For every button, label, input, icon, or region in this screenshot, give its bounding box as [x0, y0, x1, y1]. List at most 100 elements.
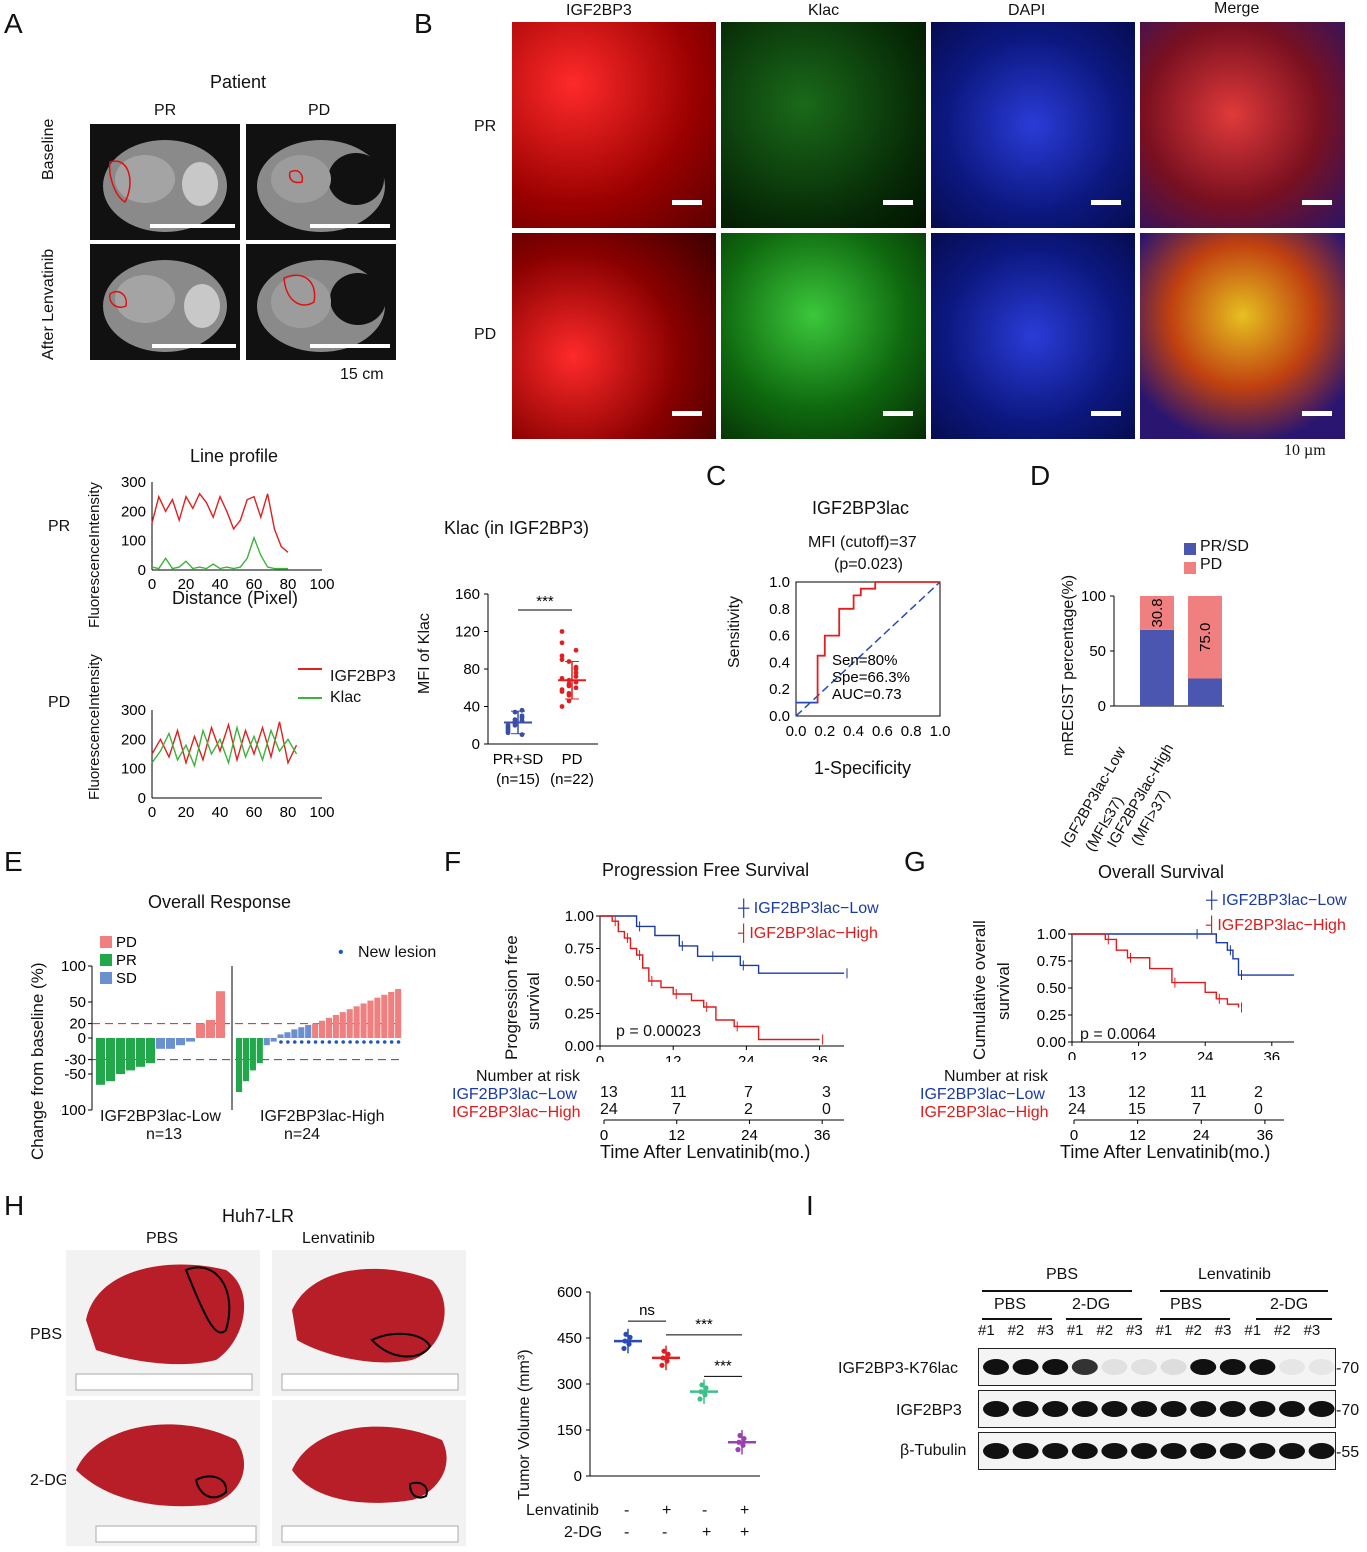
blot-band — [1279, 1401, 1305, 1417]
roc-chart: 0.00.0 0.2 0.2 0.4 0.4 0.6 0.6 0.8 0.8 1.0 1.0 Sen=… — [769, 574, 950, 740]
pfs-legend-low: ┼ IGF2BP3lac−Low — [738, 900, 879, 917]
blot-band — [1042, 1401, 1069, 1417]
blot-band — [1101, 1443, 1128, 1459]
x-tick-label: 80 — [280, 576, 297, 590]
data-point — [573, 666, 579, 672]
x-tick-label: 60 — [246, 576, 263, 590]
risk-tick-label: 0 — [1070, 1127, 1078, 1142]
response-bar — [360, 1003, 367, 1038]
blot-mw-1: -70 — [1336, 1360, 1360, 1377]
reference-diagonal — [795, 581, 941, 717]
response-bar — [395, 989, 402, 1038]
response-bar — [325, 1017, 333, 1038]
y-tick-label: 80 — [463, 661, 480, 678]
sign-dg-3: + — [702, 1524, 712, 1541]
panel-letter-e: E — [4, 846, 23, 877]
x-tick-label: 0 — [148, 804, 156, 818]
os-risk-low-2: 11 — [1190, 1084, 1207, 1101]
risk-tick-label: 12 — [1129, 1127, 1146, 1142]
panel-g-title: Overall Survival — [1098, 862, 1225, 882]
series-line-klac — [151, 724, 298, 768]
y-tick-label: 450 — [557, 1330, 582, 1347]
blot-top-pbs: PBS — [1046, 1266, 1079, 1283]
panel-h-ylabel: Tumor Volume (mm³) — [516, 1349, 533, 1500]
blot-band — [1012, 1443, 1039, 1459]
data-point — [559, 689, 565, 694]
blot-band — [983, 1401, 1009, 1417]
panel-e-grp-high: IGF2BP3lac-High — [260, 1108, 385, 1125]
x-tick-label: 0 — [1068, 1049, 1076, 1060]
pfs-xlabel: Time After Lenvatinib(mo.) — [600, 1142, 811, 1162]
response-bar — [263, 1038, 270, 1046]
x-tick-label: 0 — [148, 576, 156, 590]
panel-b-scale-label: 10 µm — [1284, 442, 1326, 459]
y-tick-label: 100 — [1081, 588, 1106, 605]
os-risk-high-0: 24 — [1068, 1101, 1086, 1118]
x-tick-label: 0.2 — [814, 723, 835, 740]
panel-b-row-pd: PD — [474, 326, 497, 343]
blot-band — [1249, 1443, 1276, 1459]
panel-d-ylabel: mRECIST percentage(%) — [1060, 574, 1077, 756]
series-line-igf2bp3 — [151, 492, 289, 553]
blot-subline-3 — [1160, 1318, 1230, 1320]
y-tick-label: 0.50 — [565, 973, 594, 990]
blot-band — [1160, 1443, 1187, 1459]
line-profile-row-pr: PR — [48, 518, 71, 535]
blot-tubulin — [978, 1432, 1336, 1470]
response-bar — [332, 1014, 339, 1038]
sign-dg-4: + — [740, 1524, 750, 1541]
data-point — [566, 690, 572, 696]
response-bar — [249, 1038, 256, 1071]
y-tick-label: 0 — [1098, 698, 1106, 715]
blot-subline-4 — [1256, 1318, 1332, 1320]
y-tick-label: 0 — [574, 1468, 582, 1485]
response-bar — [126, 1038, 135, 1071]
panel-h-title: Huh7-LR — [222, 1206, 295, 1226]
panel-e-n-low: n=13 — [146, 1126, 183, 1143]
panel-h-row-len: Lenvatinib — [526, 1502, 599, 1519]
lane-label: #2 — [1007, 1322, 1025, 1339]
panel-f-title: Progression Free Survival — [602, 860, 810, 880]
y-tick-label: 0.50 — [1037, 980, 1066, 997]
line-profile-ylabel-2: FluorescenceIntensity — [86, 654, 103, 800]
new-lesion-dot — [341, 1040, 346, 1044]
panel-h-row-2dg: 2-DG — [30, 1472, 69, 1489]
blot-subline-1 — [982, 1318, 1052, 1320]
pfs-risk-high-1: 7 — [672, 1101, 681, 1118]
panel-a-col-pd: PD — [308, 102, 331, 119]
response-bar — [166, 1038, 175, 1049]
lane-label: #1 — [978, 1322, 995, 1339]
os-legend-low: ┼ IGF2BP3lac−Low — [1206, 892, 1347, 909]
new-lesion-dot — [286, 1040, 290, 1044]
panel-a-scale-label: 15 cm — [340, 366, 384, 383]
blot-band — [1012, 1401, 1039, 1417]
new-lesion-dot — [396, 1040, 401, 1044]
klac-scatter-chart: 0 40 80 120 160 PR+SD (n=15) PD (n=22) *** — [455, 586, 598, 788]
blot-igf2bp3 — [978, 1390, 1336, 1428]
new-lesion-dot — [362, 1040, 366, 1044]
pfs-risk-title: Number at risk — [476, 1068, 581, 1085]
response-bar — [367, 1000, 374, 1038]
data-point — [621, 1345, 627, 1352]
data-point — [659, 1362, 665, 1368]
line-profile-ylabel-1: FluorescenceIntensity — [86, 482, 103, 628]
os-risk-high-label: IGF2BP3lac−High — [920, 1104, 1049, 1121]
line-profile-xlabel: Distance (Pixel) — [172, 588, 299, 608]
x-tick-label: 20 — [178, 576, 195, 590]
blot-band — [1249, 1359, 1276, 1375]
panel-letter-f: F — [444, 846, 462, 877]
blot-band — [1190, 1443, 1217, 1459]
blot-band — [983, 1359, 1009, 1375]
blot-band — [1249, 1401, 1276, 1417]
legend-swatch-prsd — [1184, 543, 1196, 555]
legend-swatch-pd — [1184, 562, 1196, 574]
x-tick-label: 24 — [1197, 1049, 1214, 1060]
pfs-risk-high-3: 0 — [822, 1101, 831, 1118]
response-bar — [136, 1038, 145, 1067]
legend-label-igf2bp3: IGF2BP3 — [330, 668, 396, 685]
ct-scan-pr-baseline — [90, 124, 240, 240]
os-xlabel: Time After Lenvatinib(mo.) — [1060, 1142, 1271, 1162]
panel-letter-i: I — [806, 1190, 814, 1221]
blot-mw-2: -70 — [1336, 1402, 1360, 1419]
panel-letter-b: B — [414, 8, 433, 39]
